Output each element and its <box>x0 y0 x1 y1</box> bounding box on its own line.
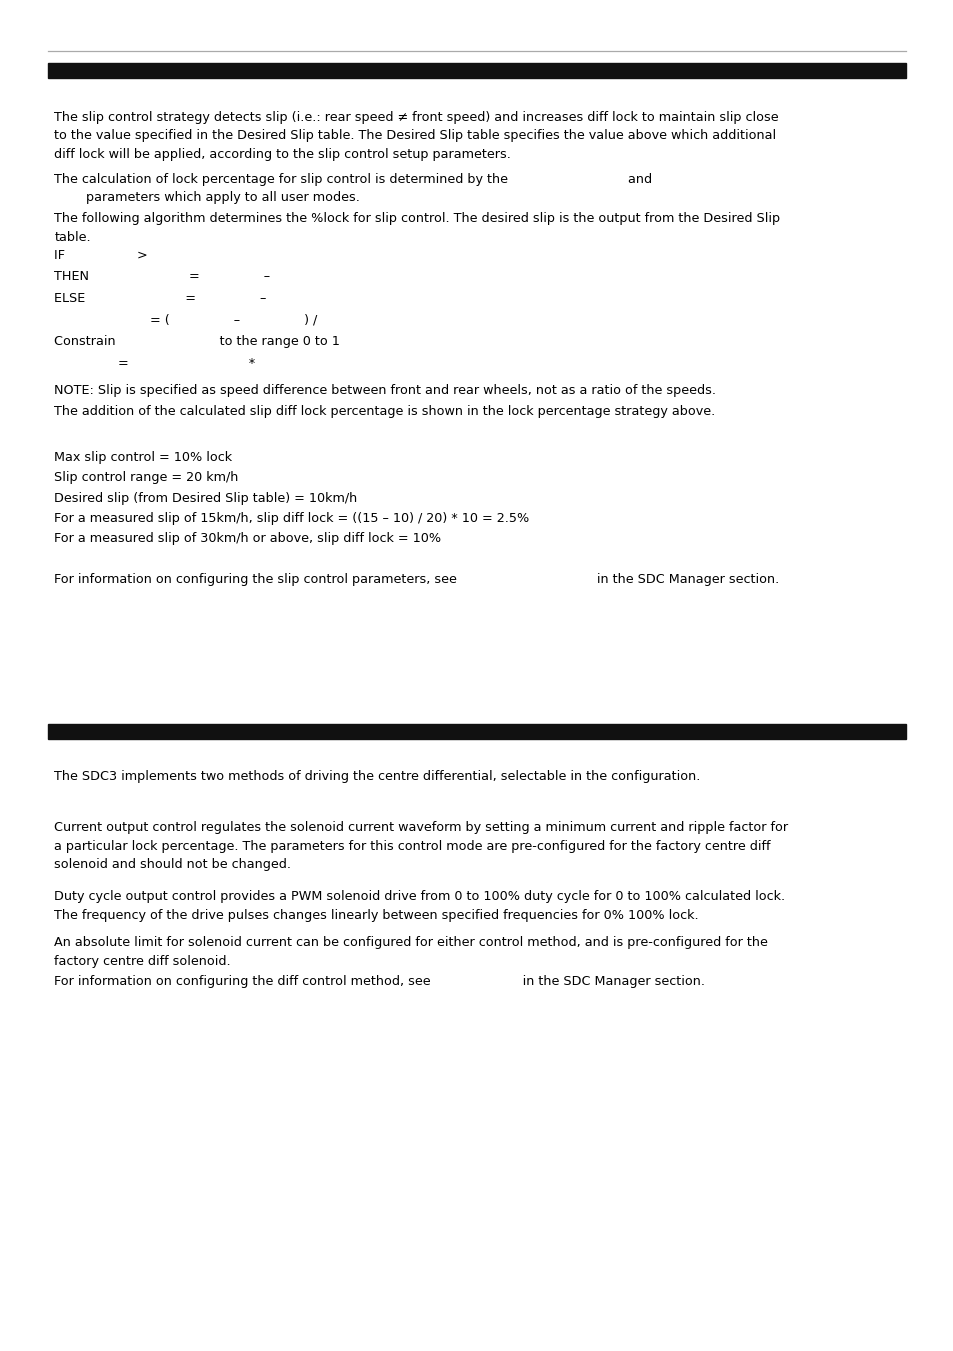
Bar <box>48 63 905 78</box>
Text: For a measured slip of 30km/h or above, slip diff lock = 10%: For a measured slip of 30km/h or above, … <box>54 532 441 546</box>
Text: Max slip control = 10% lock: Max slip control = 10% lock <box>54 451 233 465</box>
Text: THEN                         =                –: THEN = – <box>54 270 271 284</box>
Text: Duty cycle output control provides a PWM solenoid drive from 0 to 100% duty cycl: Duty cycle output control provides a PWM… <box>54 890 784 921</box>
Text: For information on configuring the diff control method, see                     : For information on configuring the diff … <box>54 975 704 989</box>
Text: Desired slip (from Desired Slip table) = 10km/h: Desired slip (from Desired Slip table) =… <box>54 492 357 505</box>
Text: The SDC3 implements two methods of driving the centre differential, selectable i: The SDC3 implements two methods of drivi… <box>54 770 700 784</box>
Text: NOTE: Slip is specified as speed difference between front and rear wheels, not a: NOTE: Slip is specified as speed differe… <box>54 384 716 397</box>
Text: IF                  >: IF > <box>54 249 148 262</box>
Text: Constrain                          to the range 0 to 1: Constrain to the range 0 to 1 <box>54 335 340 349</box>
Text: Slip control range = 20 km/h: Slip control range = 20 km/h <box>54 471 238 485</box>
Text: Current output control regulates the solenoid current waveform by setting a mini: Current output control regulates the sol… <box>54 821 788 871</box>
Text: =                              *: = * <box>54 357 255 370</box>
Text: The calculation of lock percentage for slip control is determined by the        : The calculation of lock percentage for s… <box>54 173 652 204</box>
Bar <box>48 724 905 739</box>
Text: The addition of the calculated slip diff lock percentage is shown in the lock pe: The addition of the calculated slip diff… <box>54 405 715 419</box>
Text: ELSE                         =                –: ELSE = – <box>54 292 267 305</box>
Text: For a measured slip of 15km/h, slip diff lock = ((15 – 10) / 20) * 10 = 2.5%: For a measured slip of 15km/h, slip diff… <box>54 512 529 526</box>
Text: An absolute limit for solenoid current can be configured for either control meth: An absolute limit for solenoid current c… <box>54 936 767 967</box>
Text: The slip control strategy detects slip (i.e.: rear speed ≠ front speed) and incr: The slip control strategy detects slip (… <box>54 111 779 161</box>
Text: For information on configuring the slip control parameters, see                 : For information on configuring the slip … <box>54 573 779 586</box>
Text: The following algorithm determines the %lock for slip control. The desired slip : The following algorithm determines the %… <box>54 212 780 243</box>
Text: = (                –                ) /: = ( – ) / <box>54 313 317 327</box>
